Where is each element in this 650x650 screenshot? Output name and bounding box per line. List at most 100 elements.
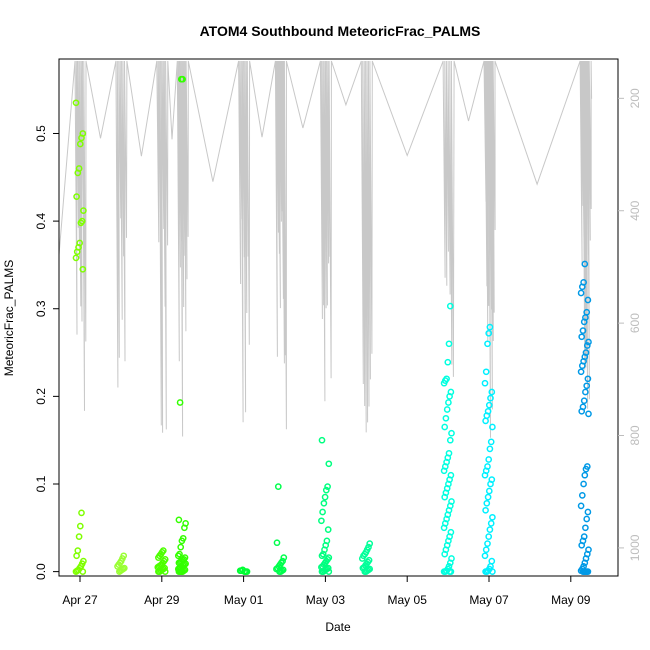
data-point <box>440 379 448 387</box>
data-point <box>318 436 326 444</box>
data-point <box>73 552 80 560</box>
data-point <box>446 436 454 444</box>
data-point <box>578 333 586 341</box>
data-point <box>73 193 80 200</box>
x-tick-label: May 09 <box>551 593 591 607</box>
data-point <box>318 517 325 525</box>
data-point <box>486 526 494 533</box>
x-tick-label: May 05 <box>388 593 428 607</box>
data-point <box>161 568 169 575</box>
data-point <box>482 368 490 376</box>
data-point <box>584 296 592 304</box>
data-point <box>361 568 369 575</box>
x-tick-label: May 07 <box>469 593 509 607</box>
data-point <box>483 499 491 507</box>
y-tick-label: 0.0 <box>34 563 48 580</box>
data-point <box>577 368 585 376</box>
data-point <box>443 406 451 413</box>
data-point <box>481 471 489 479</box>
data-point <box>485 329 493 337</box>
data-point <box>582 388 589 396</box>
data-point <box>582 524 589 532</box>
data-point <box>481 552 489 560</box>
data-point <box>578 541 586 549</box>
data-point <box>584 508 592 516</box>
data-point <box>276 568 283 575</box>
plot-frame <box>58 58 619 577</box>
data-point <box>445 340 453 348</box>
data-point <box>482 546 490 554</box>
data-point <box>583 342 591 349</box>
data-point <box>177 543 185 551</box>
data-point <box>484 540 491 547</box>
data-point <box>489 423 496 431</box>
data-point <box>485 456 493 463</box>
data-point <box>73 248 81 256</box>
data-point <box>446 302 454 310</box>
data-point <box>440 524 448 532</box>
y-tick-label: 0.1 <box>34 475 48 492</box>
data-point <box>116 568 123 575</box>
data-point <box>324 526 332 533</box>
data-point <box>319 508 326 516</box>
data-point <box>578 407 586 415</box>
data-point <box>241 568 248 575</box>
data-point <box>578 283 586 291</box>
y-axis-label: MeteoricFrac_PALMS <box>2 260 16 376</box>
data-point <box>72 254 80 262</box>
data-point <box>325 568 333 575</box>
right-tick-label: 1000 <box>628 534 642 561</box>
data-point <box>446 393 453 400</box>
data-point <box>582 465 590 473</box>
data-point <box>444 358 452 366</box>
data-point <box>80 207 87 214</box>
x-tick-label: Apr 27 <box>62 593 98 607</box>
data-point <box>581 471 589 479</box>
right-tick-label: 400 <box>628 200 642 220</box>
data-point <box>488 557 496 565</box>
data-point <box>76 522 84 530</box>
data-point <box>325 460 333 468</box>
data-point <box>580 480 587 488</box>
data-point <box>155 568 162 575</box>
data-point <box>442 414 450 422</box>
data-point <box>274 483 282 490</box>
data-point <box>441 493 449 501</box>
data-point <box>482 506 489 514</box>
data-point <box>481 379 489 387</box>
y-tick-label: 0.4 <box>34 212 48 229</box>
data-point <box>320 499 328 507</box>
data-point <box>484 493 492 501</box>
data-point <box>318 568 326 575</box>
data-point <box>584 375 592 383</box>
right-tick-label: 800 <box>628 425 642 445</box>
data-point <box>177 75 185 83</box>
data-point <box>578 492 586 499</box>
data-point <box>489 568 496 575</box>
x-tick-label: Apr 29 <box>144 593 180 607</box>
x-axis: Apr 27 Apr 29 May 01 May 03 May 05 May 07 May … <box>62 575 591 607</box>
data-point <box>175 568 183 575</box>
data-point <box>78 134 85 142</box>
profile-line <box>58 60 593 438</box>
data-point <box>485 533 493 540</box>
data-point <box>585 338 592 346</box>
data-point <box>72 99 80 107</box>
data-point <box>485 487 493 495</box>
right-axis: 200 400 600 800 1000 <box>618 88 642 561</box>
data-point <box>441 423 449 431</box>
data-point <box>579 568 587 575</box>
data-point <box>583 382 591 390</box>
y-tick-label: 0.5 <box>34 125 48 142</box>
data-points <box>72 75 592 575</box>
data-point <box>583 515 591 523</box>
data-point <box>581 559 589 567</box>
data-point <box>578 362 586 370</box>
data-point <box>176 399 184 406</box>
data-point <box>580 318 588 326</box>
right-tick-label: 600 <box>628 313 642 333</box>
data-point <box>445 399 452 406</box>
data-point <box>174 552 182 560</box>
data-point <box>324 483 331 490</box>
